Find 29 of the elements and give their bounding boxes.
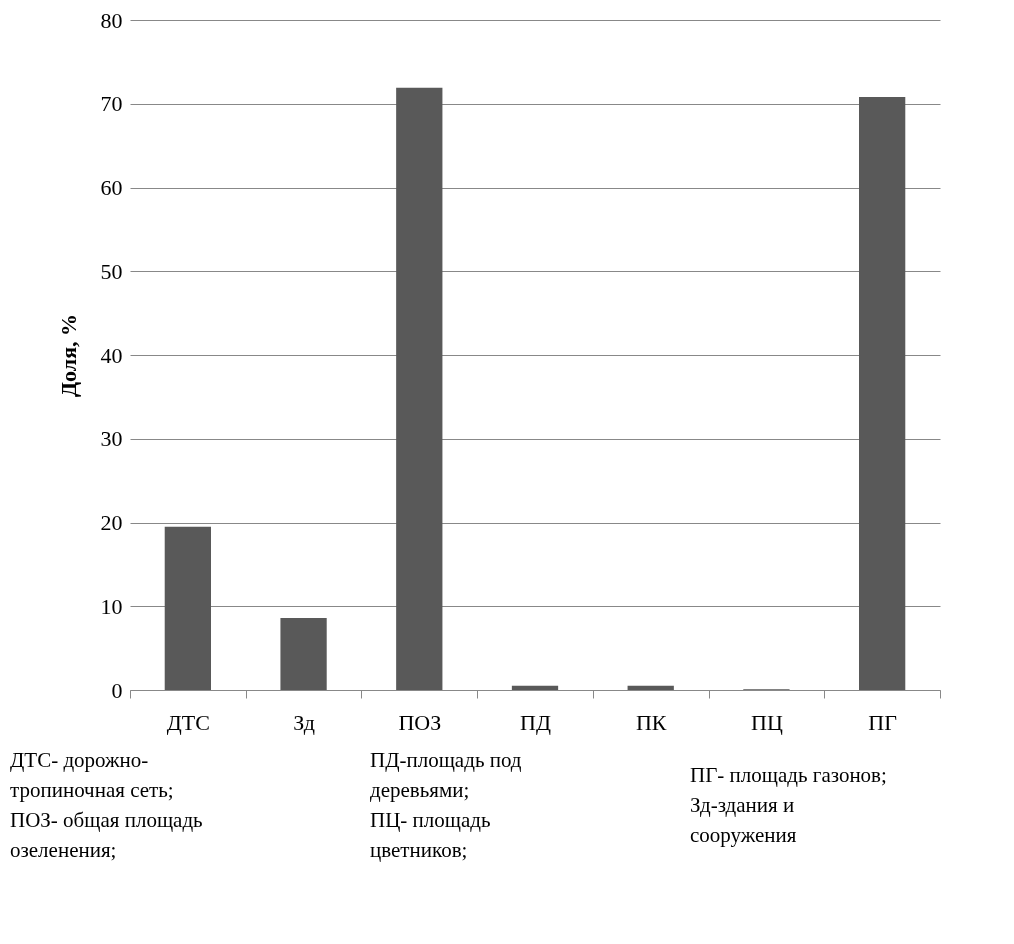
- bar: [859, 97, 906, 690]
- y-tick-label: 30: [100, 426, 123, 452]
- y-tick-label: 50: [100, 258, 123, 284]
- x-tick-label: Зд: [293, 709, 315, 735]
- x-tick-label: ПОЗ: [398, 709, 442, 735]
- x-tick-label: ПК: [635, 709, 667, 735]
- text: Зд-здания и сооружения: [690, 792, 798, 849]
- x-tick-label: ПГ: [868, 709, 898, 735]
- y-tick-label: 80: [100, 7, 123, 33]
- y-tick-label: 60: [100, 175, 123, 200]
- bar: [511, 685, 559, 690]
- bar: [164, 526, 211, 690]
- y-tick-label: 40: [100, 342, 123, 368]
- text: ДТС- дорожно-тропиночная сеть;: [10, 747, 175, 804]
- y-tick-label: 20: [100, 510, 123, 535]
- text: ПГ- площадь газонов;: [690, 762, 888, 789]
- y-tick-label: 10: [100, 593, 123, 619]
- bar: [396, 87, 443, 690]
- y-tick-label: 0: [111, 677, 123, 703]
- y-axis-title: Доля, %: [55, 313, 81, 398]
- x-tick-label: ПД: [520, 709, 551, 735]
- text: ПЦ- площадь цветников;: [370, 807, 492, 864]
- y-tick-label: 70: [100, 91, 123, 117]
- bar: [627, 685, 674, 690]
- x-tick-label: ПЦ: [751, 709, 783, 735]
- x-tick-label: ДТС: [166, 709, 210, 735]
- text: ПОЗ- общая площадь озеленения;: [10, 807, 204, 864]
- text: ПД-площадь под деревьями;: [370, 747, 523, 804]
- bar: [280, 617, 327, 690]
